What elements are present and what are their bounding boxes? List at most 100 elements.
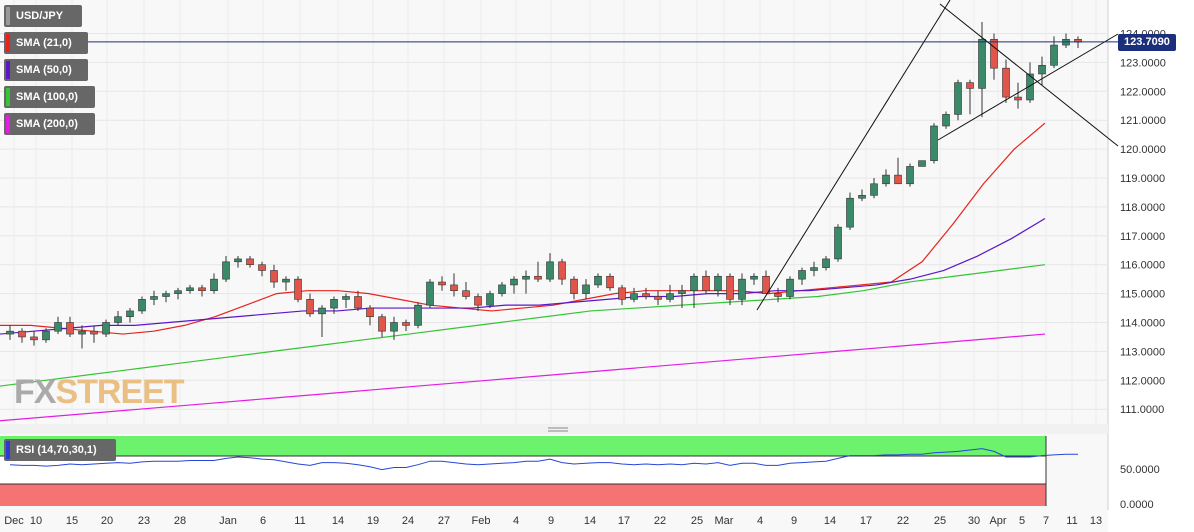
candle-body [438,281,446,286]
main-plot-bg [0,0,1108,424]
candle-body [678,290,686,294]
candle-body [570,278,578,294]
candle-body [114,316,122,323]
candle-body [942,114,950,127]
candle-body [1014,96,1022,101]
legend-sma200-swatch [6,115,10,133]
legend-symbol[interactable]: USD/JPY [4,5,82,27]
candle-body [786,278,794,297]
candle-body [798,270,806,280]
x-tick-label: 14 [584,515,596,527]
candle-body [750,275,758,280]
candle-body [906,166,914,185]
x-tick-label: 30 [968,515,980,527]
rsi-tick-label: 0.0000 [1120,499,1154,511]
x-tick-label: 5 [1019,515,1025,527]
x-tick-label: 20 [101,515,113,527]
y-tick-label: 112.0000 [1120,375,1165,387]
candle-body [186,287,194,292]
candle-body [150,296,158,300]
candle-body [318,307,326,315]
candle-body [1038,64,1046,75]
candle-body [18,330,26,338]
candle-body [870,183,878,196]
y-tick-label: 118.0000 [1120,202,1165,214]
x-tick-label: 22 [654,515,666,527]
legend-rsi-label: RSI (14,70,30,1) [16,444,97,456]
legend-symbol-label: USD/JPY [16,10,64,22]
watermark: FXSTREET [14,373,185,412]
candle-body [834,226,842,260]
candle-body [486,293,494,306]
candle-body [246,258,254,266]
x-tick-label: Dec [4,515,24,527]
candle-body [882,174,890,185]
x-tick-label: 19 [367,515,379,527]
sma-line-3 [0,333,1046,422]
candle-body [210,278,218,292]
x-tick-label: Feb [472,515,491,527]
x-tick-label: 15 [66,515,78,527]
candle-body [42,330,50,341]
candle-body [354,296,362,309]
candle-body [258,264,266,271]
legend-sma50-label: SMA (50,0) [16,64,72,76]
legend-rsi-swatch [6,441,10,459]
legend-sma21-swatch [6,34,10,52]
x-tick-label: 28 [174,515,186,527]
candle-body [930,125,938,161]
legend-sma21[interactable]: SMA (21,0) [4,32,88,54]
candle-body [54,322,62,332]
candle-body [630,293,638,300]
candle-body [666,293,674,300]
candle-body [6,330,14,335]
candle-body [462,290,470,297]
candle-body [522,275,530,280]
x-tick-label: 14 [332,515,344,527]
rsi-tick-label: 50.0000 [1120,464,1160,476]
candle-body [282,278,290,283]
x-tick-label: 11 [1066,515,1077,527]
candle-body [306,299,314,315]
legend-sma100[interactable]: SMA (100,0) [4,86,95,108]
candle-body [1026,73,1034,101]
candle-body [198,287,206,292]
candle-body [174,290,182,294]
rsi-oversold-zone [0,484,1046,506]
candle-body [690,275,698,292]
candle-body [654,296,662,300]
legend-rsi[interactable]: RSI (14,70,30,1) [4,439,116,461]
candle-body [558,261,566,280]
x-tick-label: 4 [757,515,763,527]
legend-sma200[interactable]: SMA (200,0) [4,113,95,135]
candle-body [138,299,146,312]
candle-body [30,336,38,341]
candle-body [918,160,926,167]
candle-body [66,322,74,335]
candle-body [714,275,722,292]
legend-symbol-swatch [6,7,10,25]
legend-sma50-swatch [6,61,10,79]
legend-sma100-label: SMA (100,0) [16,91,78,103]
y-tick-label: 114.0000 [1120,318,1165,330]
candle-body [330,299,338,309]
sma-line-1 [0,217,1046,335]
x-tick-label: 11 [294,515,305,527]
current-price-tag: 123.7090 [1118,34,1176,51]
watermark-street: STREET [55,373,184,411]
candle-body [414,304,422,326]
rsi-neutral-zone [0,456,1046,484]
candle-body [126,310,134,318]
candle-body [858,195,866,199]
legend-sma50[interactable]: SMA (50,0) [4,59,88,81]
legend-sma100-swatch [6,88,10,106]
candle-body [582,284,590,294]
watermark-fx: FX [14,373,56,411]
y-tick-label: 123.0000 [1120,57,1166,69]
candle-body [294,278,302,300]
x-tick-label: 23 [138,515,150,527]
candle-body [378,316,386,332]
candle-body [846,197,854,228]
